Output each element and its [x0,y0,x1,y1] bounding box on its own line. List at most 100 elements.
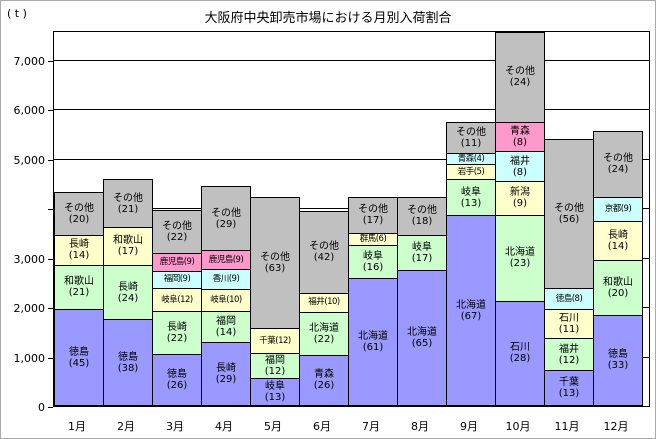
segment-2月-徳島: 徳島 (38) [103,319,153,406]
x-tick-label-4月: 4月 [215,420,233,433]
segment-value-9月-北海道: (67) [460,310,482,322]
segment-label-2月-和歌山: 和歌山 [113,235,143,247]
segment-5月-その他: その他 (63) [250,197,300,330]
y-tick-label-0: 0 [38,401,45,414]
segment-label-7月-群馬: 群馬(6) [359,233,387,244]
x-tick-label-3月: 3月 [166,420,184,433]
x-tick-label-8月: 8月 [411,420,429,433]
segment-label-7月-岐阜: 岐阜 [363,251,383,263]
segment-value-3月-徳島: (26) [166,380,188,392]
segment-label-2月-その他: その他 [113,192,143,204]
y-tick-0 [48,407,53,408]
segment-12月-長崎: 長崎 (14) [593,221,643,261]
segment-value-4月-その他: (29) [215,218,237,230]
segment-12月-和歌山: 和歌山 (20) [593,259,643,316]
segment-3月-その他: その他 (22) [152,210,202,254]
segment-9月-青森: 青森(4) [446,153,496,166]
segment-label-12月-徳島: 徳島 [608,349,628,361]
segment-value-1月-その他: (20) [68,214,90,226]
segment-4月-その他: その他 (29) [201,186,251,251]
segment-label-5月-その他: その他 [260,252,290,264]
segment-11月-千葉: 千葉 (13) [544,370,594,406]
segment-value-7月-北海道: (61) [362,342,384,354]
segment-11月-徳島: 徳島(8) [544,287,594,311]
segment-value-7月-その他: (17) [362,215,384,227]
y-tick-4000 [48,209,53,211]
x-tick-label-2月: 2月 [117,420,135,433]
segment-5月-岐阜: 岐阜 (13) [250,378,300,406]
segment-2月-和歌山: 和歌山 (17) [103,226,153,267]
segment-label-9月-その他: その他 [456,127,486,139]
segment-value-5月-その他: (63) [264,263,286,275]
segment-label-11月-石川: 石川 [559,313,579,325]
segment-5月-千葉: 千葉(12) [250,328,300,355]
segment-label-9月-青森: 青森(4) [457,153,485,164]
segment-value-2月-徳島: (38) [117,362,139,374]
segment-value-3月-長崎: (22) [166,333,188,345]
segment-10月-北海道: 北海道 (23) [495,214,545,302]
segment-label-2月-徳島: 徳島 [118,351,138,363]
segment-label-4月-鹿児島: 鹿児島(9) [208,254,244,265]
segment-value-6月-北海道: (22) [313,333,335,345]
y-tick-6000 [48,110,53,112]
chart-title: 大阪府中央卸売市場における月別入荷割合 [204,11,452,26]
segment-label-6月-その他: その他 [309,241,339,253]
segment-label-9月-北海道: 北海道 [456,299,486,311]
segment-value-10月-北海道: (23) [509,258,531,270]
segment-11月-福井: 福井 (12) [544,338,594,372]
segment-label-5月-福岡: 福岡 [265,355,285,367]
y-tick-label-5000: 5,000 [13,153,46,167]
segment-value-2月-その他: (21) [117,203,139,215]
segment-6月-その他: その他 (42) [299,211,349,294]
segment-value-7月-岐阜: (16) [362,262,384,274]
y-tick-2000 [48,308,53,310]
segment-value-11月-福井: (12) [558,354,580,366]
segment-value-4月-長崎: (29) [215,373,237,385]
y-tick-1000 [48,357,53,359]
segment-value-9月-岐阜: (13) [460,197,482,209]
segment-11月-その他: その他 (56) [544,138,594,289]
segment-value-9月-その他: (11) [460,138,482,150]
segment-value-6月-青森: (26) [313,380,335,392]
segment-label-10月-北海道: 北海道 [505,247,535,259]
segment-value-11月-その他: (56) [558,213,580,225]
segment-value-11月-石川: (11) [558,324,580,336]
x-tick-label-1月: 1月 [68,420,86,433]
segment-label-1月-その他: その他 [64,203,94,215]
segment-value-2月-長崎: (24) [117,292,139,304]
segment-9月-岐阜: 岐阜 (13) [446,178,496,217]
segment-6月-青森: 青森 (26) [299,354,349,406]
segment-value-10月-石川: (28) [509,353,531,365]
segment-1月-長崎: 長崎 (14) [54,234,104,266]
segment-label-1月-長崎: 長崎 [69,239,89,251]
segment-label-3月-その他: その他 [162,221,192,233]
segment-3月-鹿児島: 鹿児島(9) [152,252,202,272]
segment-label-4月-その他: その他 [211,207,241,219]
segment-label-12月-和歌山: 和歌山 [603,276,633,288]
segment-7月-その他: その他 (17) [348,197,398,234]
segment-value-6月-その他: (42) [313,252,335,264]
segment-label-9月-岐阜: 岐阜 [461,186,481,198]
segment-3月-長崎: 長崎 (22) [152,311,202,356]
segment-4月-岐阜: 岐阜(10) [201,289,251,312]
segment-value-5月-福岡: (12) [264,366,286,378]
segment-label-10月-その他: その他 [505,66,535,78]
segment-11月-石川: 石川 (11) [544,309,594,340]
segment-label-10月-福井: 福井 [510,155,530,167]
segment-label-3月-鹿児島: 鹿児島(9) [159,256,195,267]
segment-4月-長崎: 長崎 (29) [201,341,251,406]
segment-label-3月-岐阜: 岐阜(12) [161,294,193,305]
segment-value-10月-その他: (24) [509,77,531,89]
plot-area: 徳島 (45) 和歌山 (21) 長崎 (14) その他 (20) 徳島 (38) 長崎 (24) 和歌… [53,31,650,407]
segment-value-1月-和歌山: (21) [68,287,90,299]
y-tick-5000 [48,159,53,161]
segment-label-7月-その他: その他 [358,204,388,216]
segment-value-3月-その他: (22) [166,232,188,244]
segment-9月-岩手: 岩手(5) [446,164,496,180]
y-tick-label-7000: 7,000 [13,54,46,68]
segment-value-11月-千葉: (13) [558,388,580,400]
segment-label-10月-新潟: 新潟 [510,187,530,199]
segment-label-3月-福岡: 福岡(9) [163,274,191,285]
x-tick-label-10月: 10月 [505,420,531,433]
segment-6月-福井: 福井(10) [299,292,349,313]
